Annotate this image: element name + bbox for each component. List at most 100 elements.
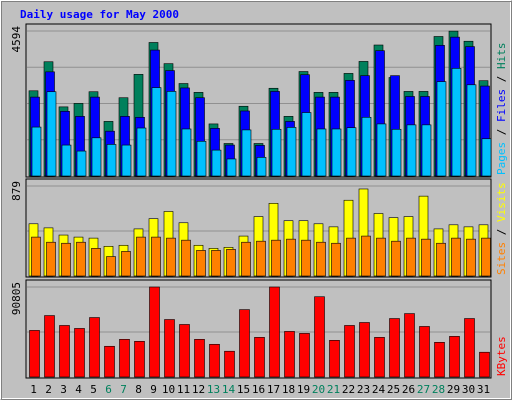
bar-kbytes bbox=[269, 286, 280, 378]
x-tick-label: 13 bbox=[207, 383, 220, 396]
bar-pages bbox=[286, 127, 297, 177]
bar-kbytes bbox=[419, 326, 430, 378]
bar-pages bbox=[316, 128, 327, 177]
bar-sites bbox=[46, 241, 56, 277]
bar-sites bbox=[331, 242, 341, 277]
x-tick-label: 10 bbox=[162, 383, 175, 396]
bar-sites bbox=[286, 238, 296, 277]
bar-sites bbox=[361, 235, 371, 277]
x-tick-label: 14 bbox=[222, 383, 236, 396]
bar-sites bbox=[226, 249, 236, 277]
x-tick-label: 23 bbox=[357, 383, 370, 396]
bar-kbytes bbox=[224, 350, 235, 378]
x-tick-label: 9 bbox=[150, 383, 157, 396]
x-tick-label: 28 bbox=[432, 383, 445, 396]
legend-entry: Files bbox=[495, 89, 508, 122]
x-tick-label: 21 bbox=[327, 383, 340, 396]
bar-sites bbox=[256, 240, 266, 277]
panel-visits-sites: 879 Sites / Visits bbox=[10, 178, 508, 278]
bar-pages bbox=[451, 68, 462, 177]
bar-kbytes bbox=[464, 318, 475, 378]
bar-pages bbox=[346, 127, 357, 177]
bar-kbytes bbox=[134, 341, 145, 378]
x-tick-label: 16 bbox=[252, 383, 265, 396]
bar-sites bbox=[481, 237, 491, 277]
bar-sites bbox=[271, 239, 281, 277]
bar-pages bbox=[91, 137, 102, 177]
bar-pages bbox=[46, 91, 57, 177]
bar-pages bbox=[166, 91, 177, 177]
panel-hits-files-pages: 4594 Pages / Files / Hits bbox=[10, 23, 508, 178]
bar-kbytes bbox=[104, 345, 115, 378]
bar-sites bbox=[91, 248, 101, 277]
bar-kbytes bbox=[359, 322, 370, 378]
bar-sites bbox=[151, 236, 161, 277]
legend-entry: Visits bbox=[495, 182, 508, 222]
x-tick-label: 15 bbox=[237, 383, 250, 396]
bar-kbytes bbox=[404, 313, 415, 378]
bar-kbytes bbox=[29, 330, 40, 378]
bar-kbytes bbox=[209, 343, 220, 378]
bar-pages bbox=[181, 128, 192, 177]
bar-pages bbox=[61, 144, 72, 177]
bar-kbytes bbox=[479, 351, 490, 378]
x-tick-label: 29 bbox=[447, 383, 460, 396]
bar-sites bbox=[466, 238, 476, 277]
x-tick-label: 31 bbox=[477, 383, 490, 396]
x-tick-label: 4 bbox=[75, 383, 82, 396]
x-tick-label: 2 bbox=[45, 383, 52, 396]
bar-kbytes bbox=[179, 324, 190, 378]
x-tick-label: 3 bbox=[60, 383, 67, 396]
bar-pages bbox=[301, 112, 312, 177]
bar-kbytes bbox=[449, 336, 460, 378]
bar-sites bbox=[31, 236, 41, 277]
bar-kbytes bbox=[299, 333, 310, 378]
x-tick-label: 26 bbox=[402, 383, 415, 396]
bar-sites bbox=[241, 241, 251, 277]
x-tick-label: 22 bbox=[342, 383, 355, 396]
bar-kbytes bbox=[434, 342, 445, 378]
x-tick-label: 27 bbox=[417, 383, 430, 396]
x-tick-label: 8 bbox=[135, 383, 142, 396]
bar-kbytes bbox=[59, 325, 70, 378]
x-tick-label: 20 bbox=[312, 383, 325, 396]
bar-sites bbox=[106, 256, 116, 277]
bar-kbytes bbox=[44, 315, 55, 378]
legend-entry: KBytes bbox=[495, 336, 508, 376]
bar-pages bbox=[406, 124, 417, 177]
bar-pages bbox=[241, 129, 252, 177]
bar-pages bbox=[271, 128, 282, 177]
bar-sites bbox=[211, 250, 221, 277]
x-tick-label: 6 bbox=[105, 383, 112, 396]
y-max-label: 4594 bbox=[10, 26, 23, 53]
bar-sites bbox=[121, 251, 131, 277]
bar-kbytes bbox=[74, 328, 85, 378]
bar-sites bbox=[166, 237, 176, 277]
bar-sites bbox=[346, 237, 356, 277]
bar-sites bbox=[196, 250, 206, 277]
bar-kbytes bbox=[149, 286, 160, 378]
bar-sites bbox=[316, 241, 326, 277]
bar-pages bbox=[76, 150, 87, 177]
panel-legend: Sites / Visits bbox=[495, 182, 508, 275]
bar-sites bbox=[301, 239, 311, 277]
legend-entry: Pages bbox=[495, 142, 508, 175]
bar-pages bbox=[256, 157, 267, 177]
bar-pages bbox=[121, 144, 132, 177]
legend-entry: / bbox=[495, 222, 508, 242]
bar-pages bbox=[436, 81, 447, 177]
bar-pages bbox=[226, 158, 237, 177]
x-tick-label: 1 bbox=[30, 383, 37, 396]
bar-pages bbox=[151, 87, 162, 177]
bar-pages bbox=[376, 123, 387, 177]
bar-pages bbox=[211, 149, 222, 177]
bar-sites bbox=[376, 237, 386, 277]
bar-sites bbox=[421, 238, 431, 277]
bar-pages bbox=[421, 124, 432, 177]
bar-pages bbox=[136, 127, 147, 177]
bar-kbytes bbox=[389, 318, 400, 378]
bar-sites bbox=[76, 241, 86, 277]
